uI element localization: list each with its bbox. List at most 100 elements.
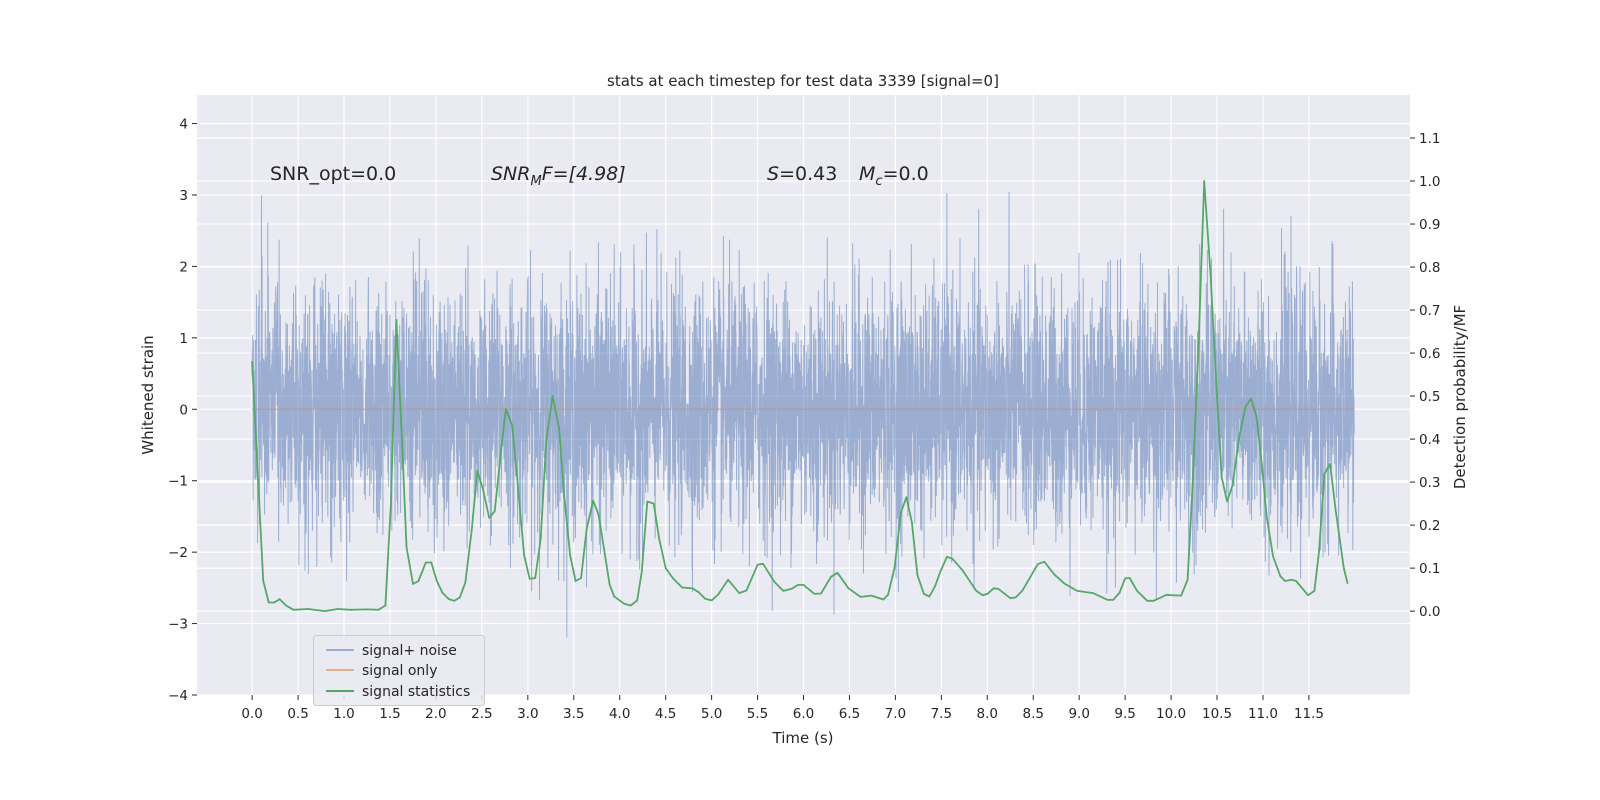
signal-statistics-point <box>916 574 919 576</box>
signal-statistics-point <box>1191 492 1194 495</box>
signal-statistics-point <box>604 554 606 557</box>
signal-statistics-point <box>534 577 536 579</box>
signal-statistics-point <box>417 580 420 582</box>
signal-statistics-point <box>1279 575 1282 578</box>
signal-statistics-point <box>459 596 461 599</box>
mc-main: M <box>859 163 875 185</box>
signal-statistics-point <box>528 578 531 580</box>
signal-statistics-point <box>441 591 444 594</box>
signal-statistics-point <box>636 599 638 602</box>
signal-statistics-point <box>1092 592 1094 594</box>
signal-statistics-point <box>1226 500 1228 503</box>
x-tick-label: 10.5 <box>1202 706 1232 722</box>
signal-statistics-point <box>1106 599 1109 601</box>
signal-statistics-point <box>1063 582 1066 585</box>
signal-statistics-point <box>946 556 948 558</box>
signal-statistics-point <box>717 593 719 596</box>
signal-statistics-point <box>292 609 295 611</box>
signal-statistics-point <box>652 502 655 505</box>
signal-statistics-point <box>1339 541 1341 544</box>
signal-statistics-point <box>1152 600 1155 602</box>
y-right-tick-label: 0.8 <box>1419 260 1440 276</box>
x-tick-label: 3.5 <box>563 706 584 722</box>
signal-statistics-point <box>558 427 560 430</box>
y-tick-label: 4 <box>179 117 188 133</box>
signal-statistics-point <box>580 577 582 579</box>
y-right-tick-label: 0.0 <box>1419 604 1440 620</box>
signal-statistics-point <box>672 577 674 580</box>
signal-statistics-point <box>1238 436 1240 439</box>
x-tick-label: 0.0 <box>241 706 262 722</box>
signal-statistics-point <box>928 595 931 598</box>
signal-statistics-point <box>323 610 326 612</box>
signal-statistics-point <box>285 604 287 607</box>
signal-statistics-point <box>613 595 615 598</box>
signal-statistics-point <box>481 487 484 490</box>
signal-statistics-point <box>727 578 729 581</box>
signal-statistics-point <box>997 587 1000 590</box>
signal-statistics-point <box>1255 415 1258 418</box>
signal-statistics-point <box>1216 395 1218 397</box>
signal-statistics-point <box>1076 590 1079 592</box>
signal-statistics-point <box>395 319 398 321</box>
signal-statistics-series <box>251 180 1349 612</box>
signal-statistics-point <box>1318 550 1320 553</box>
signal-statistics-point <box>1220 476 1223 478</box>
s-value: =0.43 <box>779 163 837 185</box>
signal-statistics-point <box>1284 580 1286 582</box>
annotation-snr-mf: SNRMF=[4.98] <box>491 163 626 189</box>
signal-statistics-point <box>1290 578 1293 581</box>
signal-statistics-point <box>887 593 889 596</box>
signal-statistics-point <box>574 580 577 582</box>
signal-statistics-point <box>646 500 649 503</box>
x-tick-label: 7.0 <box>885 706 906 722</box>
signal-statistics-point <box>488 516 491 519</box>
signal-statistics-point <box>504 408 507 410</box>
y-right-tick-label: 1.0 <box>1419 174 1440 190</box>
annotation-mc: Mc=0.0 <box>859 163 929 189</box>
signal-statistics-point <box>1146 600 1148 602</box>
signal-statistics-point <box>453 600 456 602</box>
signal-statistics-point <box>640 570 643 573</box>
signal-statistics-point <box>681 586 683 589</box>
y-tick-label: −1 <box>168 474 188 490</box>
y-tick-label: 1 <box>179 331 188 347</box>
signal-statistics-point <box>511 424 513 427</box>
signal-statistics-point <box>1250 397 1252 400</box>
y-axis-right-ticks: 0.0 0.1 0.2 0.3 0.4 0.5 0.6 0.7 0.8 0.9 1.0 1.1 <box>1410 131 1440 620</box>
signal-statistics-point <box>1014 596 1017 599</box>
y-axis-ticks: 4 3 2 1 0 −1 −2 −3 −4 <box>168 117 197 704</box>
signal-statistics-point <box>1112 599 1114 601</box>
y-tick-label: −2 <box>168 545 188 561</box>
signal-statistics-point <box>951 557 954 560</box>
signal-statistics-point <box>516 483 519 485</box>
signal-statistics-point <box>629 604 632 607</box>
s-main: S <box>767 163 779 185</box>
y-axis-right-label: Detection probability/MF <box>1451 305 1469 489</box>
signal-statistics-point <box>623 603 626 605</box>
y-tick-label: −3 <box>168 617 188 633</box>
signal-statistics-point <box>597 513 600 516</box>
signal-statistics-point <box>934 585 936 588</box>
signal-statistics-point <box>986 593 989 595</box>
signal-statistics-point <box>1307 594 1309 597</box>
signal-statistics-point <box>401 438 403 440</box>
signal-statistics-point <box>1128 577 1131 579</box>
x-tick-label: 2.5 <box>471 706 492 722</box>
y-right-tick-label: 0.2 <box>1419 518 1440 534</box>
signal-statistics-point <box>802 584 805 586</box>
signal-statistics-point <box>1329 463 1331 465</box>
y-tick-label: 2 <box>179 259 188 275</box>
signal-statistics-point <box>1118 591 1121 594</box>
y-tick-label: −4 <box>168 688 188 704</box>
x-tick-label: 9.0 <box>1068 706 1089 722</box>
x-tick-label: 10.0 <box>1156 706 1186 722</box>
y-right-tick-label: 1.1 <box>1419 131 1440 147</box>
x-tick-label: 2.0 <box>425 706 446 722</box>
signal-statistics-point <box>1265 515 1268 517</box>
signal-statistics-point <box>1180 594 1182 597</box>
x-tick-label: 8.0 <box>977 706 998 722</box>
signal-statistics-point <box>262 579 264 582</box>
x-tick-label: 4.0 <box>609 706 630 722</box>
